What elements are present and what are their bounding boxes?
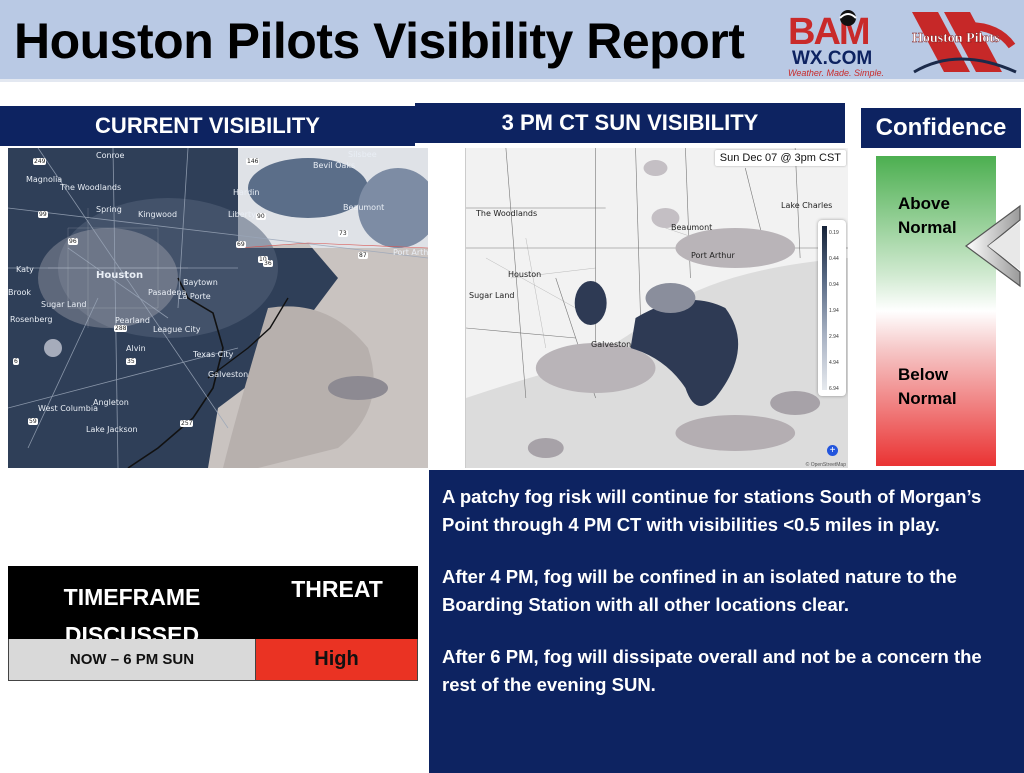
forecast-map-graphic — [466, 148, 848, 468]
map-place-label: Lake Charles — [781, 201, 833, 210]
title-bar: Houston Pilots Visibility Report BAM WX.… — [0, 0, 1024, 82]
threat-table-header: TIMEFRAME DISCUSSED THREAT — [8, 566, 418, 648]
map-place-label: Magnolia — [26, 175, 63, 184]
visibility-legend: 0.19 0.44 0.94 1.94 2.94 4.94 6.94 — [818, 220, 846, 396]
map-place-label: Houston — [96, 270, 144, 281]
confidence-above-label: Above Normal — [898, 192, 957, 240]
table-row: NOW – 6 PM SUN High — [8, 639, 418, 681]
confidence-below-line2: Normal — [898, 389, 957, 408]
map-place-label: Galveston — [208, 370, 249, 379]
map-place-label: Port Arthur — [691, 251, 735, 260]
bamwx-logo-domain: WX.COM — [792, 48, 872, 69]
bamwx-logo: BAM WX.COM Weather. Made. Simple. — [788, 10, 884, 78]
highway-shield: 59 — [28, 418, 38, 425]
legend-tick-label: 0.44 — [829, 256, 839, 262]
legend-tick-label: 4.94 — [829, 360, 839, 366]
map-place-label: Brook — [8, 288, 32, 297]
timeframe-column-header: TIMEFRAME DISCUSSED — [8, 566, 256, 648]
map-attribution: © OpenStreetMap — [805, 462, 846, 468]
page-title: Houston Pilots Visibility Report — [14, 13, 745, 69]
map-place-label: Lake Jackson — [86, 425, 138, 434]
current-visibility-map: Conroe Magnolia The Woodlands Spring Kingwoo… — [8, 148, 428, 468]
confidence-pointer-icon — [964, 204, 1021, 288]
confidence-scale — [876, 156, 996, 466]
legend-gradient — [822, 226, 827, 390]
discussion-paragraph: After 4 PM, fog will be confined in an i… — [442, 566, 957, 615]
map-place-label: Beaumont — [343, 203, 385, 212]
forecast-discussion: A patchy fog risk will continue for stat… — [429, 470, 1024, 773]
confidence-below-line1: Below — [898, 365, 949, 384]
current-map-graphic — [8, 148, 428, 468]
map-place-label: Sugar Land — [41, 300, 87, 309]
highway-shield: 288 — [114, 325, 128, 332]
map-place-label: The Woodlands — [60, 183, 122, 192]
highway-shield: 69 — [236, 241, 246, 248]
highway-shield: 36 — [263, 260, 273, 267]
highway-shield: 257 — [180, 420, 194, 427]
forecast-timestamp: Sun Dec 07 @ 3pm CST — [714, 150, 846, 166]
map-place-label: Baytown — [183, 278, 218, 287]
map-place-label: Beaumont — [671, 223, 713, 232]
map-place-label: West Columbia — [38, 404, 98, 413]
houston-pilots-logo: Houston Pilots — [912, 12, 1017, 74]
map-place-label: Pasadena — [148, 288, 187, 297]
threat-level-cell: High — [256, 639, 417, 680]
map-place-label: Kingwood — [138, 210, 178, 219]
bamwx-logo-tagline: Weather. Made. Simple. — [788, 68, 884, 78]
confidence-above-line1: Above — [898, 194, 950, 213]
map-place-label: League City — [153, 325, 201, 334]
map-place-label: La Porte — [178, 292, 211, 301]
map-place-label: Alvin — [126, 344, 146, 353]
highway-shield: 99 — [38, 211, 48, 218]
map-place-label: Houston — [508, 270, 542, 279]
confidence-above-line2: Normal — [898, 218, 957, 237]
legend-tick-label: 2.94 — [829, 334, 839, 340]
forecast-visibility-header: 3 PM CT SUN VISIBILITY — [415, 103, 845, 143]
highway-shield: 249 — [33, 158, 47, 165]
highway-shield: 6 — [13, 358, 19, 365]
forecast-visibility-map: Lake Charles The Woodlands Beaumont Port Ar… — [465, 148, 848, 468]
map-place-label: Galveston — [591, 340, 632, 349]
map-place-label: Port Arthur — [393, 248, 428, 257]
map-place-label: Bevil Oaks — [313, 161, 356, 170]
map-place-label: Katy — [16, 265, 34, 274]
map-place-label: Angleton — [93, 398, 129, 407]
confidence-below-label: Below Normal — [898, 363, 957, 411]
map-place-label: Texas City — [193, 350, 234, 359]
confidence-header: Confidence — [861, 108, 1021, 148]
discussion-paragraph: A patchy fog risk will continue for stat… — [442, 486, 982, 535]
legend-tick-label: 6.94 — [829, 386, 839, 392]
current-visibility-header: CURRENT VISIBILITY — [0, 106, 415, 146]
map-place-label: Spring — [96, 205, 122, 214]
highway-shield: 90 — [256, 213, 266, 220]
map-place-label: Rosenberg — [10, 315, 53, 324]
highway-shield: 10 — [258, 256, 268, 263]
zoom-in-icon[interactable]: + — [827, 445, 838, 456]
highway-shield: 73 — [338, 230, 348, 237]
discussion-paragraph: After 6 PM, fog will dissipate overall a… — [442, 646, 982, 695]
map-place-label: Silsbee — [348, 150, 377, 159]
map-place-label: Liberty — [228, 210, 256, 219]
bamwx-logo-main: BAM — [788, 11, 869, 53]
map-place-label: Pearland — [115, 316, 150, 325]
map-place-label: Hardin — [233, 188, 260, 197]
highway-shield: 35 — [126, 358, 136, 365]
map-place-label: Sugar Land — [469, 291, 515, 300]
map-place-label: Conroe — [96, 151, 125, 160]
threat-column-header: THREAT — [291, 576, 383, 602]
legend-tick-label: 0.94 — [829, 282, 839, 288]
legend-tick-label: 1.94 — [829, 308, 839, 314]
highway-shield: 87 — [358, 252, 368, 259]
map-place-label: The Woodlands — [476, 209, 538, 218]
timeframe-cell: NOW – 6 PM SUN — [9, 639, 256, 680]
timeframe-header-line1: TIMEFRAME — [63, 584, 201, 610]
highway-shield: 96 — [68, 238, 78, 245]
houston-pilots-logo-text: Houston Pilots — [912, 31, 1000, 46]
threat-table: TIMEFRAME DISCUSSED THREAT NOW – 6 PM SU… — [8, 566, 418, 681]
highway-shield: 146 — [246, 158, 260, 165]
legend-tick-label: 0.19 — [829, 230, 839, 236]
